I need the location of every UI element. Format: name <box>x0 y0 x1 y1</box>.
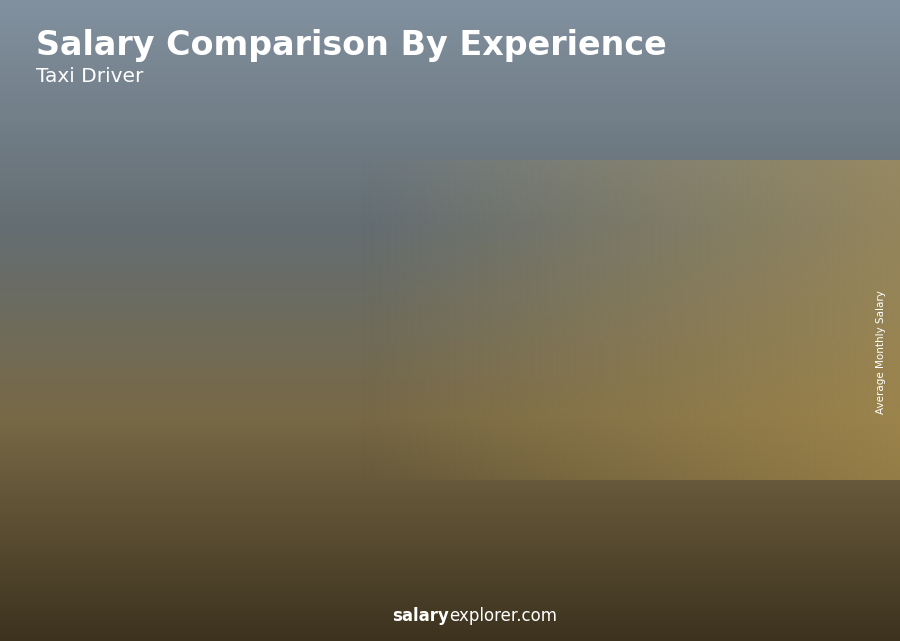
Polygon shape <box>349 421 418 423</box>
Polygon shape <box>752 32 795 93</box>
Bar <box>594 329 598 564</box>
Text: +nan%: +nan% <box>409 370 471 385</box>
Text: Taxi Driver: Taxi Driver <box>36 67 143 87</box>
Text: salary: salary <box>392 607 449 625</box>
Text: 0 SDG: 0 SDG <box>484 358 523 370</box>
Text: Average Monthly Salary: Average Monthly Salary <box>877 290 886 415</box>
Bar <box>716 282 780 564</box>
Text: 0 SDG: 0 SDG <box>607 310 645 324</box>
Polygon shape <box>716 280 785 282</box>
Bar <box>227 470 230 564</box>
Polygon shape <box>291 468 295 564</box>
Text: 0 SDG: 0 SDG <box>362 404 400 417</box>
Text: 0 SDG: 0 SDG <box>117 499 156 512</box>
Text: +nan%: +nan% <box>286 420 348 436</box>
Polygon shape <box>472 374 540 376</box>
Bar <box>472 376 536 564</box>
Bar <box>752 72 864 93</box>
Polygon shape <box>168 515 173 564</box>
Text: 0 SDG: 0 SDG <box>729 263 768 276</box>
Text: +nan%: +nan% <box>653 269 716 283</box>
Bar <box>752 32 864 53</box>
Polygon shape <box>658 327 662 564</box>
Text: Salary Comparison By Experience: Salary Comparison By Experience <box>36 29 667 62</box>
Polygon shape <box>780 280 785 564</box>
Polygon shape <box>594 327 662 329</box>
Text: explorer.com: explorer.com <box>449 607 557 625</box>
Bar <box>594 329 658 337</box>
Polygon shape <box>227 468 295 470</box>
Bar <box>716 282 720 564</box>
Text: +nan%: +nan% <box>531 319 593 334</box>
Bar <box>349 423 413 564</box>
Bar <box>227 470 291 473</box>
Bar <box>104 517 168 564</box>
Bar <box>472 376 536 383</box>
Polygon shape <box>536 374 540 564</box>
Text: +nan%: +nan% <box>164 472 226 487</box>
Bar <box>227 470 291 564</box>
Bar <box>716 282 780 292</box>
Polygon shape <box>413 421 418 564</box>
Bar <box>349 423 413 428</box>
Bar <box>594 329 658 564</box>
Bar <box>472 376 475 564</box>
Bar <box>104 517 108 564</box>
Bar <box>752 53 864 72</box>
Text: 0 SDG: 0 SDG <box>239 451 278 465</box>
Polygon shape <box>104 515 173 517</box>
Bar <box>104 517 168 519</box>
Bar <box>349 423 353 564</box>
